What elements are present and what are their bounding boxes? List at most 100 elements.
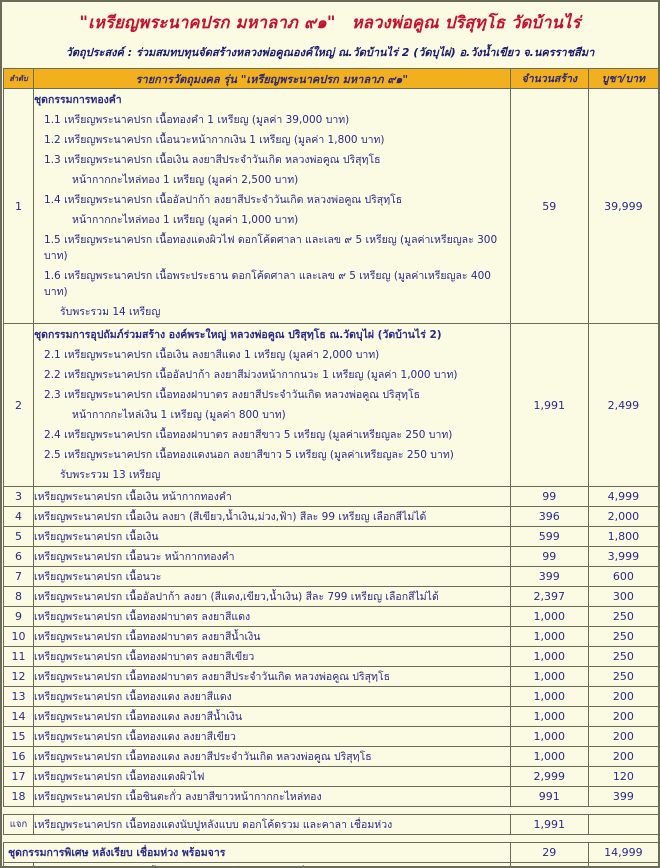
row-price: 200 xyxy=(587,686,658,707)
row-price: 600 xyxy=(587,566,658,587)
row-description: เหรียญพระนาคปรก เนื้อทองแดง ลงยาสีแดง xyxy=(33,686,511,707)
row-description: เหรียญพระนาคปรก เนื้อทองฝาบาตร ลงยาสีแดง xyxy=(33,606,511,627)
row-no: 8 xyxy=(2,586,35,607)
giveaway-quantity: 1,991 xyxy=(509,814,589,835)
row-description: เหรียญพระนาคปรก เนื้อทองแดง ลงยาสีเขียว xyxy=(33,726,511,747)
gap-cell xyxy=(3,807,658,814)
row-no: 6 xyxy=(2,546,35,567)
row-price: 399 xyxy=(587,786,658,807)
row-description: เหรียญพระนาคปรก เนื้อทองแดงผิวไฟ xyxy=(33,766,511,787)
giveaway-description: เหรียญพระนาคปรก เนื้อทองแดงนับปูหลังแบบ … xyxy=(33,814,511,835)
group-1-item: 1.3 เหรียญพระนาคปรก เนื้อเงิน ลงยาสีประจ… xyxy=(44,154,381,166)
row-price: 250 xyxy=(587,666,658,687)
table-row: 3 เหรียญพระนาคปรก เนื้อเงิน หน้ากากทองคำ… xyxy=(2,486,658,507)
table-row: 18 เหรียญพระนาคปรก เนื้อชินตะกั่ว ลงยาสี… xyxy=(2,786,658,807)
special-set-item: 1.เหรียญพระนาคปรก เนื้อเงินหน้าทองคำเต็ม… xyxy=(34,863,510,866)
table-row-group-2: 2 ชุดกรรมการอุปถัมภ์ร่วมสร้าง องค์พระใหญ… xyxy=(2,323,658,487)
row-no: 17 xyxy=(2,766,35,787)
row-description: เหรียญพระนาคปรก เนื้อนวะ หน้ากากทองคำ xyxy=(33,546,511,567)
group-2-quantity: 1,991 xyxy=(509,323,589,487)
row-quantity: 99 xyxy=(509,486,589,507)
row-price: 3,999 xyxy=(587,546,658,567)
row-price: 300 xyxy=(587,586,658,607)
row-price: 200 xyxy=(587,746,658,767)
group-2-description: ชุดกรรมการอุปถัมภ์ร่วมสร้าง องค์พระใหญ่ … xyxy=(33,323,511,487)
table-header-row: ลำดับ รายการวัตถุมงคล รุ่น "เหรียญพระนาค… xyxy=(2,68,658,89)
table-row: 12 เหรียญพระนาคปรก เนื้อทองฝาบาตร ลงยาสี… xyxy=(2,666,658,687)
table-gap-2 xyxy=(3,835,658,842)
table-row: 4 เหรียญพระนาคปรก เนื้อเงิน ลงยา (สีเขีย… xyxy=(2,506,658,527)
special-set-quantity: 29 xyxy=(509,842,589,863)
row-price: 1,800 xyxy=(587,526,658,547)
group-1-no: 1 xyxy=(2,88,35,324)
row-no: 12 xyxy=(2,666,35,687)
row-no: 10 xyxy=(2,626,35,647)
special-set-items: 1.เหรียญพระนาคปรก เนื้อเงินหน้าทองคำเต็ม… xyxy=(33,862,511,866)
page-subtitle: วัตถุประสงค์ : ร่วมสมทบทุนจัดสร้างหลวงพ่… xyxy=(65,46,595,59)
table-row: 8 เหรียญพระนาคปรก เนื้ออัลปาก้า ลงยา (สี… xyxy=(2,586,658,607)
row-no: 18 xyxy=(2,786,35,807)
row-quantity: 399 xyxy=(509,566,589,587)
group-2-item: 2.2 เหรียญพระนาคปรก เนื้ออัลปาก้า ลงยาสี… xyxy=(44,369,458,381)
group-1-description: ชุดกรรมการทองคำ 1.1 เหรียญพระนาคปรก เนื้… xyxy=(33,88,511,324)
group-1-item: 1.5 เหรียญพระนาคปรก เนื้อทองแดงผิวไฟ ดอก… xyxy=(44,234,498,262)
row-quantity: 396 xyxy=(509,506,589,527)
row-quantity: 1,000 xyxy=(509,626,589,647)
giveaway-price xyxy=(587,814,658,835)
row-quantity: 99 xyxy=(509,546,589,567)
row-quantity: 2,999 xyxy=(509,766,589,787)
row-price: 250 xyxy=(587,626,658,647)
table-row-special-items: 1.เหรียญพระนาคปรก เนื้อเงินหน้าทองคำเต็ม… xyxy=(2,862,658,866)
group-1-item: 1.6 เหรียญพระนาคปรก เนื้อพระประธาน ดอกโค… xyxy=(44,270,491,298)
giveaway-table: แจก เหรียญพระนาคปรก เนื้อทองแดงนับปูหลัง… xyxy=(2,814,658,835)
table-row-giveaway: แจก เหรียญพระนาคปรก เนื้อทองแดงนับปูหลัง… xyxy=(2,814,658,835)
table-row-group-1: 1 ชุดกรรมการทองคำ 1.1 เหรียญพระนาคปรก เน… xyxy=(2,88,658,324)
table-row: 9 เหรียญพระนาคปรก เนื้อทองฝาบาตร ลงยาสีแ… xyxy=(2,606,658,627)
row-quantity: 1,000 xyxy=(509,746,589,767)
table-gap-1 xyxy=(3,807,658,814)
special-set-table: ชุดกรรมการพิเศษ หลังเรียบ เชื่อมห่วง พร้… xyxy=(2,842,658,866)
row-description: เหรียญพระนาคปรก เนื้อเงิน หน้ากากทองคำ xyxy=(33,486,511,507)
row-no: 11 xyxy=(2,646,35,667)
group-2-total: รับพระรวม 13 เหรียญ xyxy=(60,469,161,481)
row-description: เหรียญพระนาคปรก เนื้อทองฝาบาตร ลงยาสีเขี… xyxy=(33,646,511,667)
special-set-no-spacer xyxy=(2,862,35,866)
row-description: เหรียญพระนาคปรก เนื้อเงิน ลงยา (สีเขียว,… xyxy=(33,506,511,527)
row-price: 250 xyxy=(587,606,658,627)
table-row: 11 เหรียญพระนาคปรก เนื้อทองฝาบาตร ลงยาสี… xyxy=(2,646,658,667)
row-no: 4 xyxy=(2,506,35,527)
page-title: "เหรียญพระนาคปรก มหาลาภ ๙๑" หลวงพ่อคูณ ปร… xyxy=(2,2,658,36)
group-1-price: 39,999 xyxy=(587,88,658,324)
row-quantity: 991 xyxy=(509,786,589,807)
row-description: เหรียญพระนาคปรก เนื้ออัลปาก้า ลงยา (สีแด… xyxy=(33,586,511,607)
group-1-item: 1.4 เหรียญพระนาคปรก เนื้ออัลปาก้า ลงยาสี… xyxy=(44,194,403,206)
group-2-title: ชุดกรรมการอุปถัมภ์ร่วมสร้าง องค์พระใหญ่ … xyxy=(34,329,442,341)
special-set-quantity-spacer xyxy=(509,862,589,866)
table-row: 5 เหรียญพระนาคปรก เนื้อเงิน 599 1,800 xyxy=(2,526,658,547)
row-quantity: 1,000 xyxy=(509,686,589,707)
row-description: เหรียญพระนาคปรก เนื้อทองฝาบาตร ลงยาสีประ… xyxy=(33,666,511,687)
table-row: 13 เหรียญพระนาคปรก เนื้อทองแดง ลงยาสีแดง… xyxy=(2,686,658,707)
row-price: 200 xyxy=(587,726,658,747)
row-no: 7 xyxy=(2,566,35,587)
special-set-title: ชุดกรรมการพิเศษ หลังเรียบ เชื่อมห่วง พร้… xyxy=(3,842,511,863)
row-description: เหรียญพระนาคปรก เนื้อเงิน xyxy=(33,526,511,547)
row-no: 5 xyxy=(2,526,35,547)
main-price-table: ลำดับ รายการวัตถุมงคล รุ่น "เหรียญพระนาค… xyxy=(2,68,658,807)
row-no: 13 xyxy=(2,686,35,707)
table-header: ลำดับ รายการวัตถุมงคล รุ่น "เหรียญพระนาค… xyxy=(2,68,658,89)
row-description: เหรียญพระนาคปรก เนื้อชินตะกั่ว ลงยาสีขาว… xyxy=(33,786,511,807)
column-header-description: รายการวัตถุมงคล รุ่น "เหรียญพระนาคปรก มห… xyxy=(33,68,511,89)
row-quantity: 1,000 xyxy=(509,606,589,627)
tables-wrapper: ลำดับ รายการวัตถุมงคล รุ่น "เหรียญพระนาค… xyxy=(2,68,658,866)
row-description: เหรียญพระนาคปรก เนื้อทองแดง ลงยาสีประจำว… xyxy=(33,746,511,767)
group-1-total: รับพระรวม 14 เหรียญ xyxy=(60,306,161,318)
row-description: เหรียญพระนาคปรก เนื้อทองฝาบาตร ลงยาสีน้ำ… xyxy=(33,626,511,647)
table-body: 1 ชุดกรรมการทองคำ 1.1 เหรียญพระนาคปรก เน… xyxy=(2,88,658,807)
row-no: 15 xyxy=(2,726,35,747)
group-1-item-cont: หน้ากากกะไหล่ทอง 1 เหรียญ (มูลค่า 1,000 … xyxy=(72,214,299,226)
table-row: 7 เหรียญพระนาคปรก เนื้อนวะ 399 600 xyxy=(2,566,658,587)
gap-cell xyxy=(3,835,658,842)
group-2-price: 2,499 xyxy=(587,323,658,487)
